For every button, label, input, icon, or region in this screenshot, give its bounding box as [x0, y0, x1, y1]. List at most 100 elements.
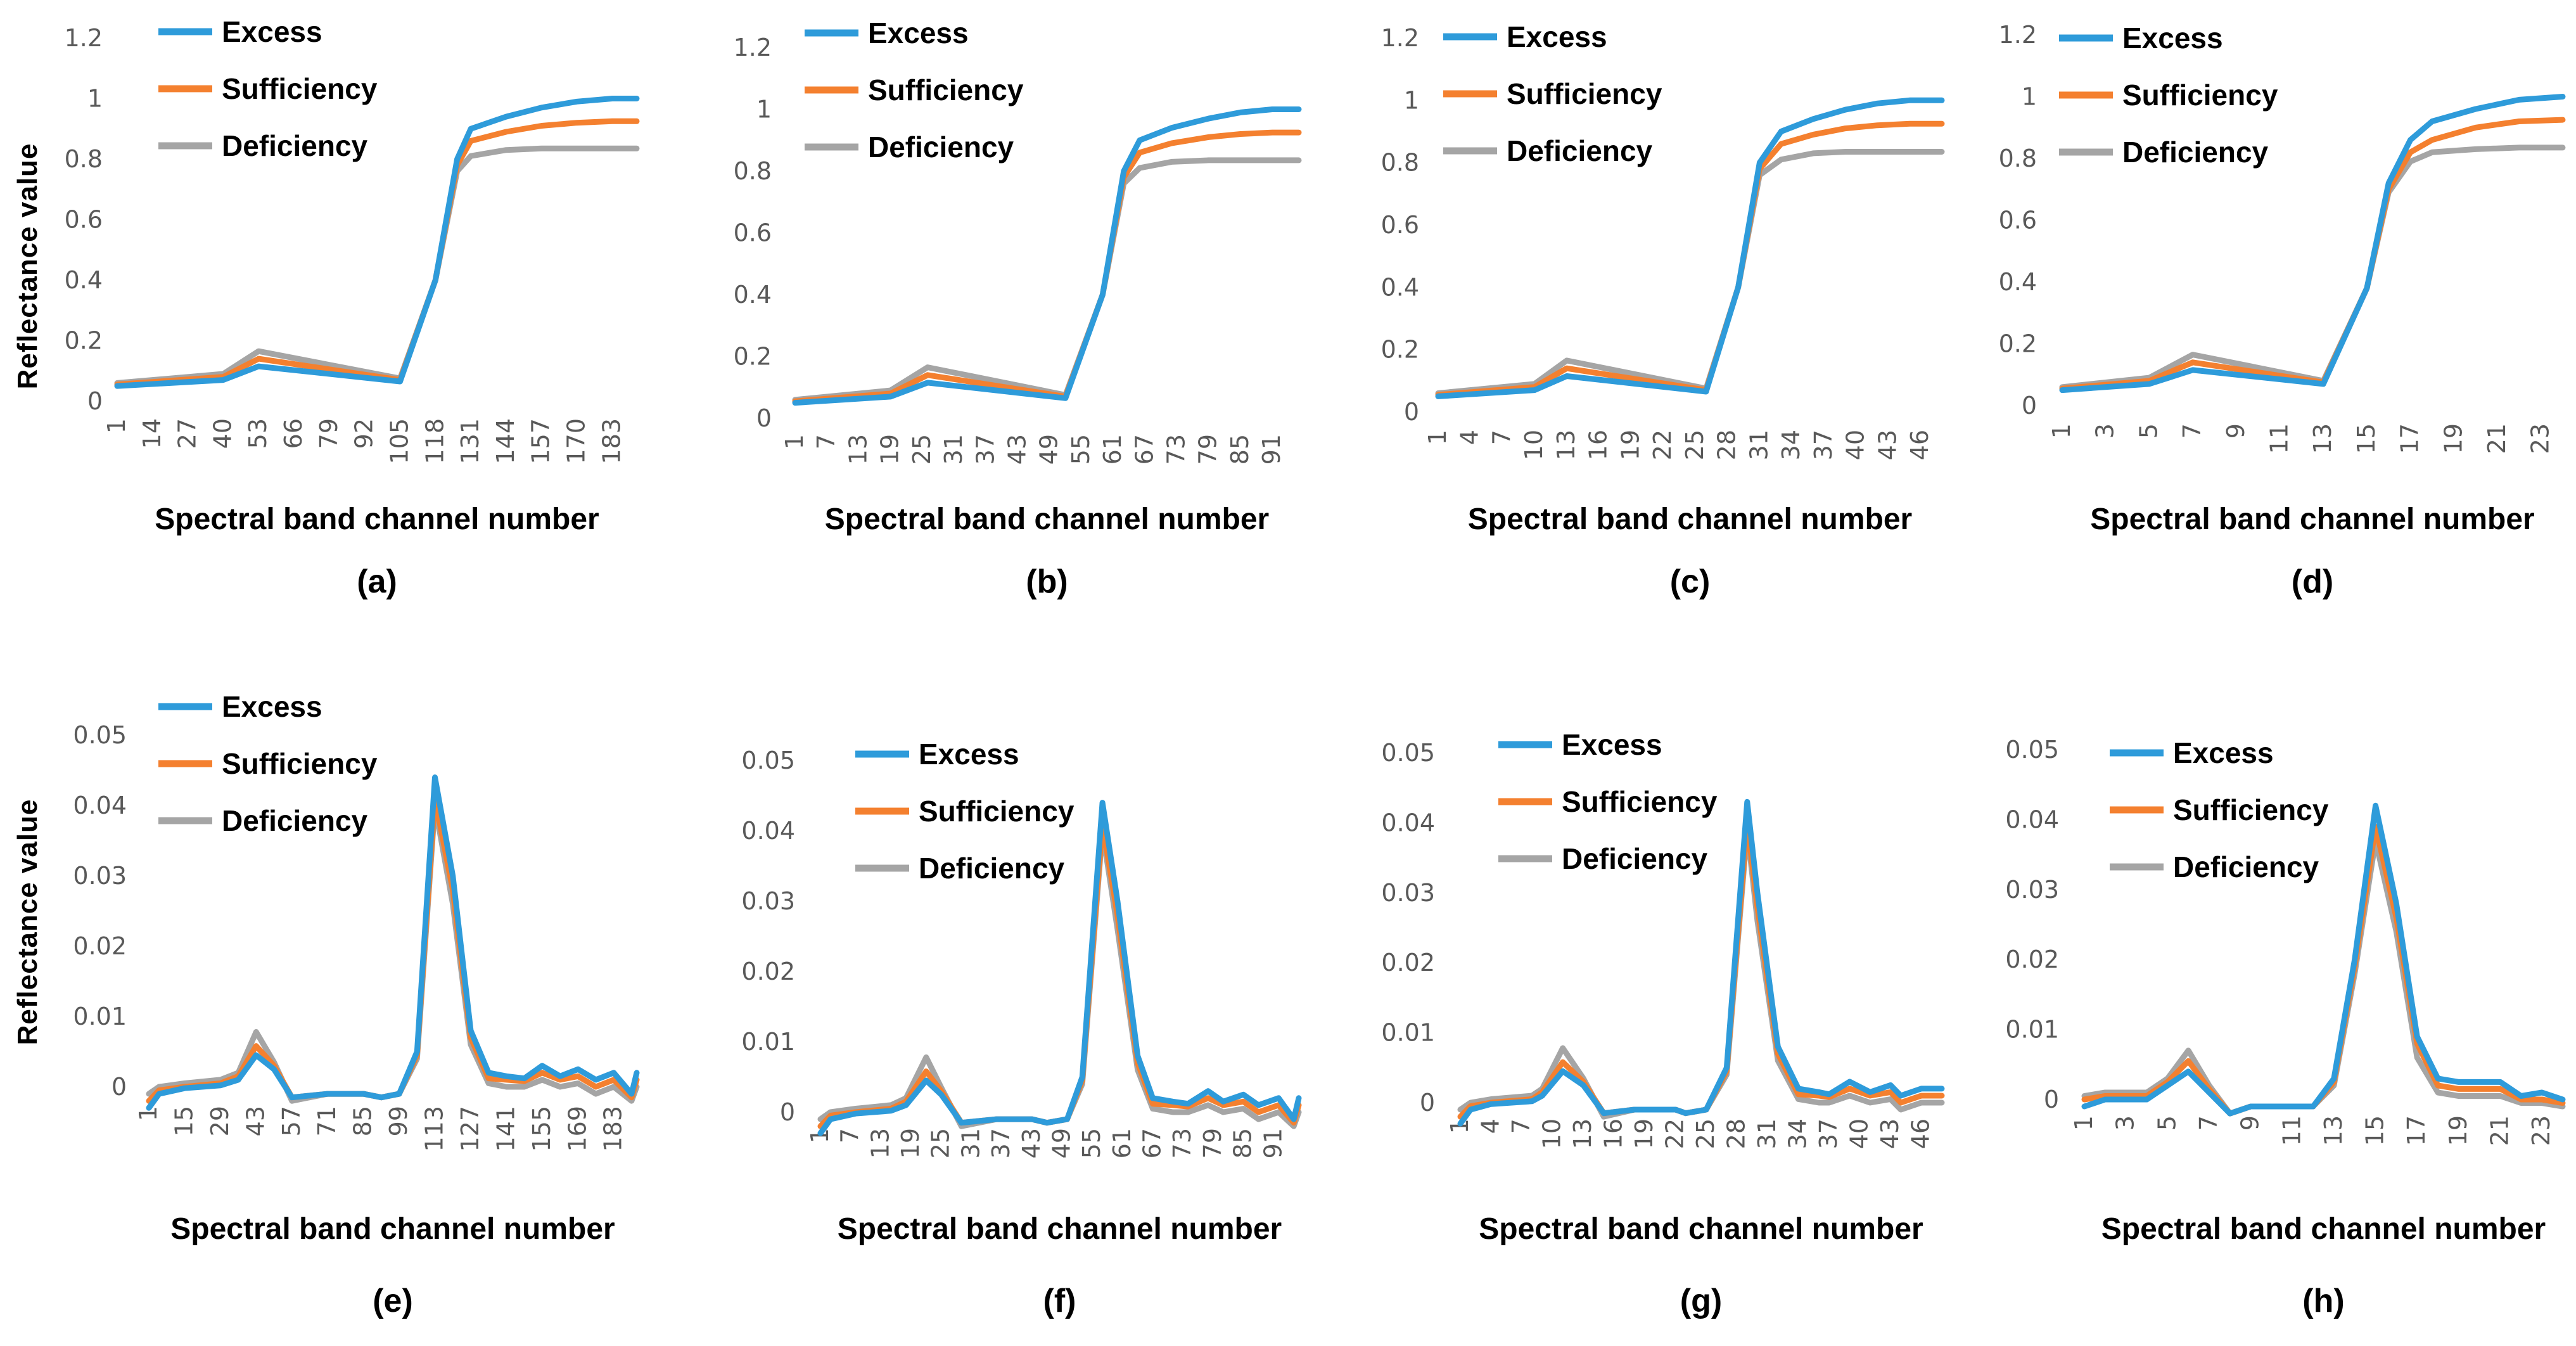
x-tick-label: 27	[174, 418, 201, 449]
x-tick-label: 7	[2178, 423, 2206, 439]
chart-d: 00.20.40.60.811.21 3 5 7 9 11 13 15 17 19 21 23Exce…	[1999, 21, 2566, 600]
y-tick-label: 0.02	[1381, 949, 1435, 977]
series-line-sufficiency	[114, 118, 640, 388]
legend-label-deficiency: Deficiency	[919, 852, 1065, 885]
legend-label-sufficiency: Sufficiency	[222, 747, 378, 780]
x-tick-label: 40	[1842, 430, 1870, 460]
series-line-deficiency	[114, 145, 640, 386]
x-tick-label: 7	[1507, 1118, 1535, 1134]
x-tick-label: 19	[1616, 430, 1644, 460]
y-tick-label: 0	[2022, 392, 2037, 420]
x-tick-label: 46	[1906, 430, 1934, 460]
x-tick-label: 15	[2361, 1115, 2389, 1146]
x-tick-label: 113	[421, 1106, 449, 1152]
y-tick-label: 0.03	[2005, 876, 2059, 904]
y-tick-label: 0.4	[734, 281, 772, 309]
y-tick-label: 0.02	[73, 932, 127, 960]
y-tick-label: 0.02	[2005, 945, 2059, 973]
x-tick-label: 25	[927, 1128, 955, 1158]
x-tick-label: 29	[206, 1106, 234, 1136]
y-tick-label: 0	[756, 404, 772, 432]
x-tick-label: 79	[315, 418, 343, 449]
legend-label-excess: Excess	[2173, 736, 2274, 769]
x-tick-label: 91	[1258, 434, 1285, 465]
x-tick-label: 25	[1692, 1118, 1719, 1149]
legend-label-deficiency: Deficiency	[222, 804, 368, 837]
x-tick-label: 17	[2402, 1115, 2430, 1146]
series-line-sufficiency	[146, 795, 640, 1104]
legend-label-excess: Excess	[919, 738, 1019, 771]
x-tick-label: 13	[2319, 1115, 2347, 1146]
legend-label-sufficiency: Sufficiency	[1562, 785, 1718, 818]
y-tick-label: 1.2	[734, 34, 772, 61]
x-tick-label: 4	[1456, 430, 1484, 445]
x-tick-label: 85	[349, 1106, 377, 1136]
panel-label: (h)	[2302, 1283, 2344, 1319]
chart-a: 00.20.40.60.811.21 14 27 40 53 66 79 92 105 118 13…	[65, 15, 640, 600]
legend-label-sufficiency: Sufficiency	[868, 74, 1024, 106]
y-tick-label: 0.2	[65, 327, 103, 355]
x-tick-label: 21	[2483, 423, 2511, 454]
series-line-excess	[146, 774, 640, 1111]
x-tick-label: 183	[597, 418, 625, 465]
y-tick-label: 0.03	[741, 887, 795, 915]
x-axis-label: Spectral band channel number	[155, 503, 599, 536]
x-tick-label: 61	[1099, 434, 1126, 465]
x-tick-label: 46	[1907, 1118, 1935, 1149]
y-axis-label-bottom: Reflectance value	[12, 799, 43, 1046]
x-tick-label: 43	[1017, 1128, 1045, 1158]
series-line-sufficiency	[792, 129, 1302, 404]
y-tick-label: 1.2	[1381, 24, 1419, 52]
x-tick-label: 169	[563, 1106, 591, 1152]
x-tick-label: 19	[896, 1128, 924, 1158]
y-tick-label: 1	[756, 96, 772, 124]
series-line-sufficiency	[1435, 120, 1945, 398]
y-tick-label: 0.2	[1999, 330, 2037, 358]
x-tick-label: 57	[277, 1106, 305, 1136]
panel-label: (f)	[1043, 1283, 1076, 1319]
y-tick-label: 0.8	[1381, 149, 1419, 177]
x-tick-label: 31	[1745, 430, 1773, 460]
x-tick-label: 5	[2134, 423, 2162, 439]
legend-label-sufficiency: Sufficiency	[2122, 79, 2278, 112]
panel-label: (g)	[1680, 1283, 1722, 1319]
x-tick-label: 19	[2444, 1115, 2472, 1146]
x-tick-label: 3	[2112, 1115, 2139, 1131]
x-tick-label: 5	[2153, 1115, 2181, 1131]
legend-label-deficiency: Deficiency	[2173, 850, 2319, 883]
x-tick-label: 7	[1488, 430, 1515, 445]
y-tick-label: 0	[780, 1098, 795, 1126]
x-tick-label: 55	[1067, 434, 1095, 465]
y-axis-label-top: Reflectance value	[12, 143, 43, 390]
x-tick-label: 9	[2236, 1115, 2264, 1131]
y-tick-label: 0.6	[65, 206, 103, 234]
x-tick-label: 131	[456, 418, 484, 465]
y-tick-label: 0.2	[1381, 336, 1419, 364]
x-tick-label: 11	[2265, 423, 2293, 454]
x-tick-label: 53	[244, 418, 272, 449]
legend-label-deficiency: Deficiency	[222, 129, 368, 162]
y-tick-label: 0.8	[65, 145, 103, 173]
x-tick-label: 183	[599, 1106, 627, 1152]
x-tick-label: 144	[492, 418, 520, 465]
y-tick-label: 0	[1420, 1089, 1435, 1117]
x-tick-label: 1	[103, 418, 131, 433]
x-tick-label: 67	[1130, 434, 1158, 465]
y-tick-label: 0	[87, 387, 103, 415]
x-tick-label: 55	[1078, 1128, 1106, 1158]
y-tick-label: 1	[87, 85, 103, 113]
series-line-excess	[2059, 94, 2566, 394]
x-tick-label: 22	[1648, 430, 1676, 460]
y-tick-label: 0.04	[73, 792, 127, 819]
y-tick-label: 0.05	[73, 721, 127, 749]
panel-label: (e)	[373, 1283, 413, 1319]
series-line-excess	[1457, 798, 1945, 1127]
x-tick-label: 71	[313, 1106, 341, 1136]
legend-label-deficiency: Deficiency	[1507, 134, 1653, 167]
legend-label-sufficiency: Sufficiency	[222, 72, 378, 105]
y-tick-label: 0.8	[1999, 144, 2037, 172]
x-tick-label: 23	[2527, 423, 2554, 454]
y-tick-label: 0.05	[1381, 739, 1435, 767]
x-axis-label: Spectral band channel number	[838, 1212, 1282, 1246]
